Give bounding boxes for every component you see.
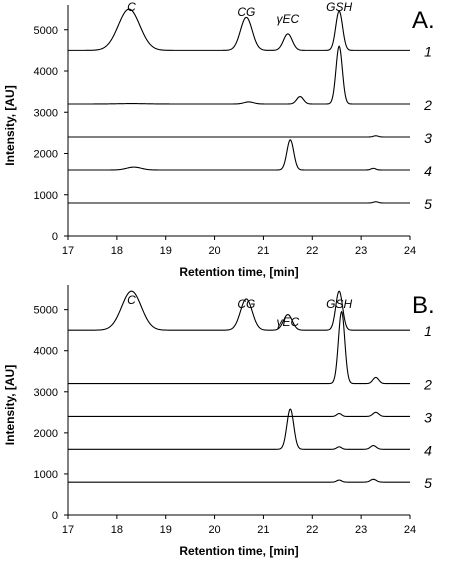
peak-label: GSH	[326, 0, 352, 14]
x-tick-label: 22	[306, 245, 318, 257]
x-axis-title: Retention time, [min]	[179, 265, 298, 279]
trace-label: 5	[424, 475, 432, 491]
y-tick-label: 4000	[34, 346, 58, 358]
x-tick-label: 24	[404, 245, 416, 257]
trace-label: 5	[424, 196, 432, 212]
x-tick-label: 17	[62, 245, 74, 257]
x-axis-title: Retention time, [min]	[179, 544, 298, 558]
x-tick-label: 17	[62, 524, 74, 536]
trace-2	[68, 45, 410, 105]
y-tick-label: 4000	[34, 66, 58, 78]
x-tick-label: 23	[355, 245, 367, 257]
y-tick-label: 3000	[34, 107, 58, 119]
x-tick-label: 23	[355, 524, 367, 536]
trace-label: 4	[424, 442, 432, 458]
x-tick-label: 18	[111, 245, 123, 257]
trace-1	[68, 290, 410, 331]
trace-label: 2	[423, 97, 432, 113]
peak-label: CG	[237, 5, 255, 19]
y-tick-label: 2000	[34, 149, 58, 161]
trace-label: 2	[423, 377, 432, 393]
peak-label: GSH	[326, 297, 352, 311]
y-tick-label: 1000	[34, 469, 58, 481]
y-tick-label: 1000	[34, 190, 58, 202]
peak-label: γEC	[277, 12, 300, 26]
trace-label: 1	[424, 323, 432, 339]
trace-label: 4	[424, 163, 432, 179]
x-tick-label: 21	[257, 245, 269, 257]
chart-panel-b: 17 18 19 20 21 22 23 24010002000300040005000Ret…	[3, 285, 435, 558]
trace-4	[68, 139, 410, 171]
peak-label: C	[127, 0, 136, 14]
trace-label: 1	[424, 43, 432, 59]
y-tick-label: 3000	[34, 387, 58, 399]
y-axis-title: Intensity, [AU]	[3, 365, 17, 445]
x-tick-label: 20	[208, 524, 220, 536]
x-tick-label: 19	[160, 524, 172, 536]
x-tick-label: 18	[111, 524, 123, 536]
x-tick-label: 22	[306, 524, 318, 536]
trace-5	[68, 201, 410, 204]
y-tick-label: 0	[52, 231, 58, 243]
x-tick-label: 19	[160, 245, 172, 257]
y-tick-label: 0	[52, 510, 58, 522]
trace-4	[68, 408, 410, 450]
x-tick-label: 21	[257, 524, 269, 536]
peak-label: C	[127, 293, 136, 307]
trace-label: 3	[424, 130, 432, 146]
chart-panel-a: 17 18 19 20 21 22 23 24010002000300040005000Ret…	[3, 0, 435, 279]
x-tick-label: 24	[404, 524, 416, 536]
trace-5	[68, 478, 410, 483]
trace-label: 3	[424, 409, 432, 425]
trace-3	[68, 135, 410, 138]
y-tick-label: 5000	[34, 25, 58, 37]
peak-label: γEC	[277, 315, 300, 329]
trace-2	[68, 310, 410, 385]
trace-1	[68, 8, 410, 51]
y-tick-label: 5000	[34, 305, 58, 317]
y-axis-title: Intensity, [AU]	[3, 85, 17, 165]
panel-label: A.	[412, 7, 435, 34]
y-tick-label: 2000	[34, 428, 58, 440]
panel-label: B.	[412, 292, 435, 319]
x-tick-label: 20	[208, 245, 220, 257]
trace-3	[68, 411, 410, 417]
